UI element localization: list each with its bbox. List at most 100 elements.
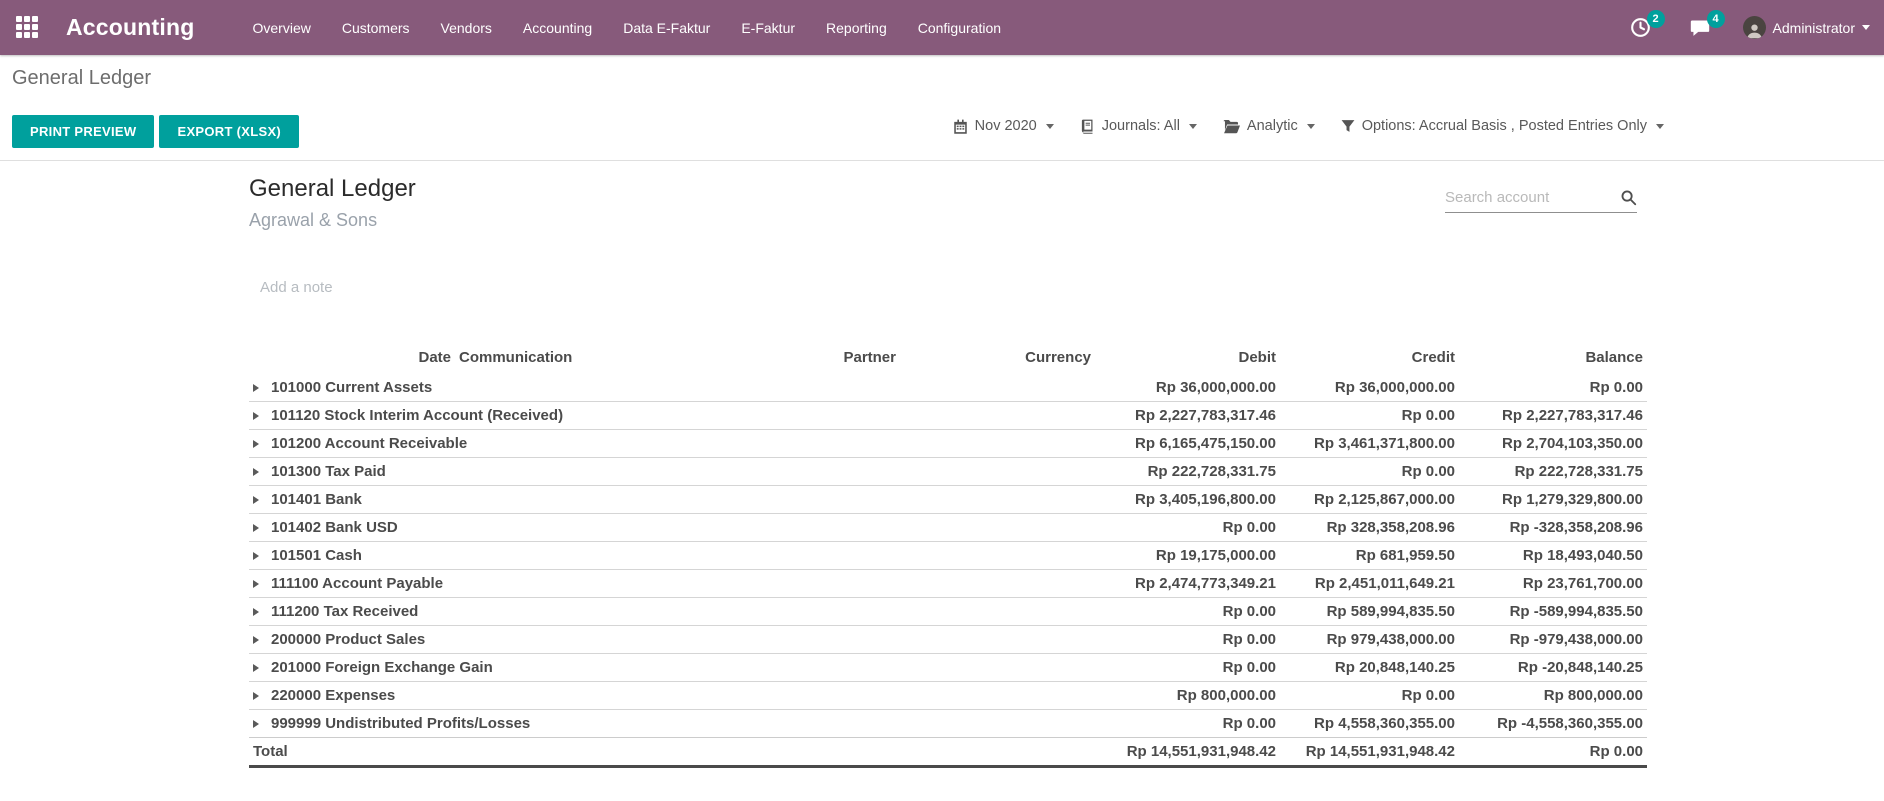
- ledger-row[interactable]: 111200 Tax Received Rp 0.00 Rp 589,994,8…: [249, 597, 1647, 626]
- account-name: 101501 Cash: [271, 547, 362, 564]
- expand-caret-icon[interactable]: [253, 524, 259, 532]
- balance-value: Rp 18,493,040.50: [1459, 541, 1647, 570]
- expand-caret-icon[interactable]: [253, 692, 259, 700]
- debit-value: Rp 2,227,783,317.46: [1095, 401, 1280, 430]
- total-credit: Rp 14,551,931,948.42: [1280, 737, 1459, 768]
- search-account-input[interactable]: [1445, 189, 1612, 206]
- nav-menu-item[interactable]: Accounting: [522, 19, 593, 36]
- balance-value: Rp 2,227,783,317.46: [1459, 401, 1647, 430]
- nav-menu-item[interactable]: Configuration: [917, 19, 1002, 36]
- ledger-row[interactable]: 111100 Account Payable Rp 2,474,773,349.…: [249, 569, 1647, 598]
- ledger-row[interactable]: 101402 Bank USD Rp 0.00 Rp 328,358,208.9…: [249, 513, 1647, 542]
- debit-value: Rp 36,000,000.00: [1155, 379, 1276, 396]
- debit-value: Rp 6,165,475,150.00: [1095, 429, 1280, 458]
- filter-options[interactable]: Options: Accrual Basis , Posted Entries …: [1341, 118, 1664, 134]
- clock-icon: [1630, 18, 1650, 37]
- account-name: 111100 Account Payable: [271, 575, 444, 592]
- avatar: [1742, 16, 1766, 39]
- filter-options-label: Options: Accrual Basis , Posted Entries …: [1361, 118, 1647, 134]
- credit-value: Rp 2,451,011,649.21: [1280, 569, 1459, 598]
- filter-journals[interactable]: Journals: All: [1080, 118, 1197, 134]
- filter-analytic[interactable]: Analytic: [1223, 118, 1315, 134]
- app-title: Accounting: [66, 14, 195, 40]
- messages-menu-button[interactable]: 4: [1689, 10, 1725, 38]
- debit-value: Rp 3,405,196,800.00: [1095, 485, 1280, 514]
- print-preview-button[interactable]: PRINT PREVIEW: [12, 115, 155, 148]
- apps-menu-icon[interactable]: [16, 15, 40, 40]
- debit-value: Rp 19,175,000.00: [1095, 541, 1280, 570]
- expand-caret-icon[interactable]: [253, 384, 259, 392]
- account-name: 101200 Account Receivable: [271, 435, 468, 452]
- report-header: General Ledger Agrawal & Sons: [249, 175, 1647, 237]
- ledger-row[interactable]: 101501 Cash Rp 19,175,000.00 Rp 681,959.…: [249, 541, 1647, 570]
- account-name: 101300 Tax Paid: [271, 463, 386, 480]
- col-header-balance: Balance: [1585, 349, 1643, 366]
- expand-caret-icon[interactable]: [253, 720, 259, 728]
- expand-caret-icon[interactable]: [253, 412, 259, 420]
- account-name: 101000 Current Assets: [271, 379, 433, 396]
- debit-value: Rp 0.00: [1095, 597, 1280, 626]
- debit-value: Rp 0.00: [1095, 653, 1280, 682]
- activity-count-badge: 2: [1646, 10, 1665, 28]
- nav-menu-item[interactable]: Customers: [341, 19, 410, 36]
- credit-value: Rp 681,959.50: [1280, 541, 1459, 570]
- account-name: 200000 Product Sales: [271, 631, 426, 648]
- chevron-down-icon: [1656, 123, 1664, 129]
- debit-value: Rp 2,474,773,349.21: [1095, 569, 1280, 598]
- nav-menu-item[interactable]: E-Faktur: [741, 19, 796, 36]
- debit-value: Rp 0.00: [1095, 513, 1280, 542]
- report-content: General Ledger Agrawal & Sons Add a note…: [0, 161, 1884, 801]
- balance-value: Rp -979,438,000.00: [1459, 625, 1647, 654]
- ledger-row[interactable]: 200000 Product Sales Rp 0.00 Rp 979,438,…: [249, 625, 1647, 654]
- account-name: 999999 Undistributed Profits/Losses: [271, 715, 531, 732]
- account-name: 101120 Stock Interim Account (Received): [271, 407, 564, 424]
- ledger-row[interactable]: 201000 Foreign Exchange Gain Rp 0.00 Rp …: [249, 653, 1647, 682]
- nav-menu-item[interactable]: Vendors: [440, 19, 492, 36]
- expand-caret-icon[interactable]: [253, 496, 259, 504]
- filter-period[interactable]: Nov 2020: [953, 118, 1054, 134]
- navbar-right: 2 4 Administrator: [1630, 10, 1870, 39]
- user-menu[interactable]: Administrator: [1742, 16, 1870, 39]
- nav-menu-item[interactable]: Reporting: [826, 19, 887, 36]
- add-note-placeholder[interactable]: Add a note: [260, 279, 333, 296]
- expand-caret-icon[interactable]: [253, 552, 259, 560]
- report-title: General Ledger: [249, 175, 416, 202]
- credit-value: Rp 589,994,835.50: [1280, 597, 1459, 626]
- credit-value: Rp 0.00: [1280, 457, 1459, 486]
- nav-menu-item[interactable]: Data E-Faktur: [623, 19, 711, 36]
- ledger-rows: 101000 Current Assets Rp 36,000,000.00 R…: [249, 374, 1647, 768]
- nav-menu-item[interactable]: Overview: [252, 19, 311, 36]
- activity-menu-button[interactable]: 2: [1630, 10, 1665, 38]
- expand-caret-icon[interactable]: [253, 608, 259, 616]
- credit-value: Rp 3,461,371,800.00: [1280, 429, 1459, 458]
- ledger-row[interactable]: 101000 Current Assets Rp 36,000,000.00 R…: [249, 374, 1647, 402]
- expand-caret-icon[interactable]: [253, 468, 259, 476]
- filter-period-label: Nov 2020: [974, 118, 1037, 134]
- chevron-down-icon: [1188, 123, 1197, 129]
- chevron-down-icon: [1045, 123, 1054, 129]
- credit-value: Rp 0.00: [1280, 681, 1459, 710]
- chevron-down-icon: [1306, 123, 1315, 129]
- expand-caret-icon[interactable]: [253, 636, 259, 644]
- account-name: 101402 Bank USD: [271, 519, 398, 536]
- balance-value: Rp 2,704,103,350.00: [1459, 429, 1647, 458]
- expand-caret-icon[interactable]: [253, 664, 259, 672]
- search-icon[interactable]: [1620, 189, 1637, 206]
- ledger-row[interactable]: 999999 Undistributed Profits/Losses Rp 0…: [249, 709, 1647, 738]
- export-xlsx-button[interactable]: EXPORT (XLSX): [159, 115, 300, 148]
- balance-value: Rp -328,358,208.96: [1459, 513, 1647, 542]
- ledger-row[interactable]: 101401 Bank Rp 3,405,196,800.00 Rp 2,125…: [249, 485, 1647, 514]
- ledger-row[interactable]: 101300 Tax Paid Rp 222,728,331.75 Rp 0.0…: [249, 457, 1647, 486]
- ledger-row[interactable]: 101200 Account Receivable Rp 6,165,475,1…: [249, 429, 1647, 458]
- ledger-row[interactable]: 101120 Stock Interim Account (Received) …: [249, 401, 1647, 430]
- account-name: 111200 Tax Received: [271, 603, 419, 620]
- debit-value: Rp 222,728,331.75: [1095, 457, 1280, 486]
- ledger-table-wrap: Date Communication Partner Currency Debi…: [249, 343, 1647, 768]
- expand-caret-icon[interactable]: [253, 440, 259, 448]
- credit-value: Rp 4,558,360,355.00: [1280, 709, 1459, 738]
- expand-caret-icon[interactable]: [253, 580, 259, 588]
- filter-journals-label: Journals: All: [1101, 118, 1180, 134]
- ledger-row[interactable]: 220000 Expenses Rp 800,000.00 Rp 0.00 Rp…: [249, 681, 1647, 710]
- credit-value: Rp 0.00: [1280, 401, 1459, 430]
- top-navbar: Accounting Overview Customers Vendors Ac…: [0, 0, 1884, 55]
